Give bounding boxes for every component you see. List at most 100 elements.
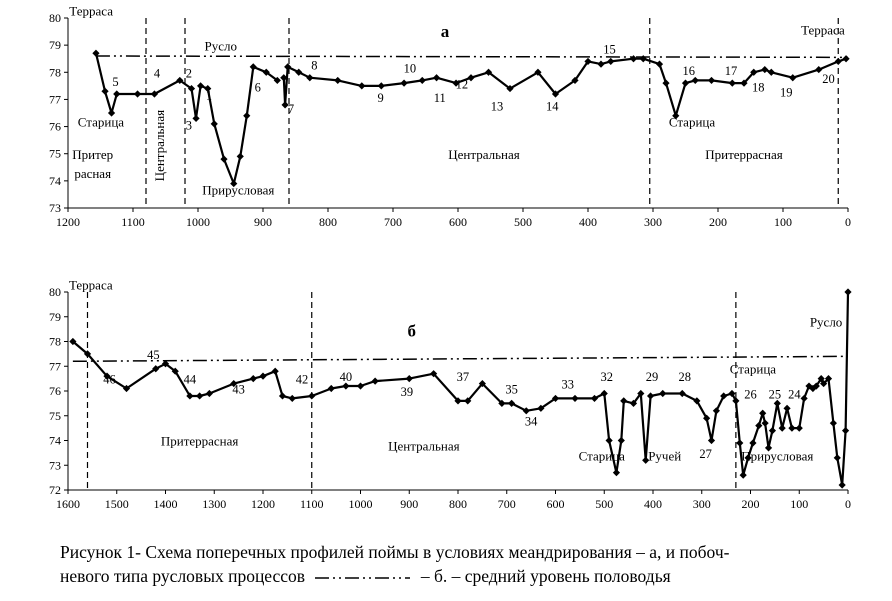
point-number-label: 9 <box>378 91 384 105</box>
profile-point <box>681 79 690 87</box>
point-number-label: 14 <box>546 99 559 113</box>
profile-point <box>761 419 769 427</box>
point-number-label: 26 <box>744 387 757 401</box>
profile-point <box>133 90 142 98</box>
profile-point <box>467 74 475 82</box>
x-tick-label: 200 <box>709 215 727 229</box>
flood-level-line <box>72 355 849 363</box>
profile-point <box>761 65 769 74</box>
y-tick-label: 78 <box>49 65 61 79</box>
y-tick-label: 79 <box>49 38 61 52</box>
profile-point <box>334 76 342 85</box>
x-tick-label: 400 <box>579 215 597 229</box>
x-tick-label: 1100 <box>300 497 324 511</box>
point-number-label: 27 <box>699 447 712 461</box>
profile-point <box>249 63 257 71</box>
profile-point <box>152 365 160 373</box>
x-tick-label: 600 <box>449 215 467 229</box>
profile-point <box>101 87 109 95</box>
point-number-label: 20 <box>822 72 835 86</box>
point-number-label: 32 <box>600 370 613 384</box>
profile-point <box>236 152 244 161</box>
profile-point <box>103 372 111 380</box>
point-number-label: 37 <box>457 370 470 384</box>
profile-point <box>405 375 413 383</box>
profile-point <box>783 404 791 412</box>
profile-point <box>243 112 251 120</box>
x-tick-label: 1600 <box>56 497 80 511</box>
point-number-label: 11 <box>434 91 446 105</box>
profile-point <box>824 375 833 383</box>
profile-point <box>617 436 625 445</box>
point-number-label: 6 <box>255 80 261 94</box>
profile-point <box>205 389 213 398</box>
profile-point <box>646 392 655 400</box>
profile-point <box>736 439 744 447</box>
profile-point <box>176 76 184 85</box>
y-tick-label: 76 <box>49 384 61 398</box>
profile-point <box>308 392 316 400</box>
point-number-label: 33 <box>561 378 574 392</box>
profile-point <box>122 384 131 393</box>
profile-point <box>584 57 592 66</box>
point-number-label: 35 <box>505 382 518 396</box>
profile-point <box>534 68 542 76</box>
profile-point <box>800 394 808 403</box>
profile-point <box>788 424 796 432</box>
point-number-label: 34 <box>525 415 538 429</box>
profile-point <box>281 101 289 109</box>
profile-point <box>506 84 514 93</box>
x-tick-label: 600 <box>547 497 565 511</box>
x-tick-label: 0 <box>845 215 851 229</box>
profile-point <box>484 68 493 76</box>
zone-annotation: Центральная <box>388 438 459 453</box>
point-number-label: 44 <box>184 373 197 387</box>
profile-point <box>809 384 817 393</box>
profile-point <box>629 399 638 407</box>
x-tick-label: 800 <box>319 215 337 229</box>
y-tick-label: 79 <box>49 310 61 324</box>
profile-point <box>834 57 842 66</box>
point-number-label: 16 <box>683 64 696 78</box>
point-number-label: 2 <box>186 67 192 81</box>
profile-point <box>773 399 781 407</box>
profile-point <box>749 439 757 447</box>
profile-point <box>377 82 385 90</box>
profile-point <box>249 375 257 383</box>
point-number-label: 46 <box>103 373 116 387</box>
profile-point <box>841 427 850 435</box>
profile-point <box>655 60 664 68</box>
profile-point <box>83 350 92 358</box>
profile-point <box>571 76 579 85</box>
profile-point <box>728 389 736 398</box>
profile-point <box>400 79 408 87</box>
profile-point <box>642 456 650 464</box>
profile-point <box>829 419 837 427</box>
y-tick-label: 75 <box>49 409 61 423</box>
point-number-label: 18 <box>752 80 765 94</box>
profile-point <box>620 397 628 405</box>
profile-point <box>833 454 841 462</box>
point-number-label: 15 <box>603 42 616 56</box>
x-tick-label: 100 <box>774 215 792 229</box>
profile-point <box>280 74 288 82</box>
profile-point <box>842 55 850 63</box>
point-number-label: 43 <box>232 382 245 396</box>
profile-point <box>728 79 736 87</box>
x-tick-label: 0 <box>845 497 851 511</box>
profile-point <box>605 436 613 445</box>
zone-annotation: Терраса <box>69 278 113 293</box>
profile-point <box>107 109 116 117</box>
x-tick-label: 500 <box>514 215 532 229</box>
zone-annotation: Терраса <box>69 3 113 18</box>
y-tick-label: 78 <box>49 335 61 349</box>
profile-point <box>659 389 667 398</box>
profile-point <box>815 65 823 74</box>
profile-point <box>838 481 846 489</box>
y-tick-label: 77 <box>49 359 61 373</box>
point-number-label: 45 <box>147 348 160 362</box>
caption-line-1: Рисунок 1- Схема поперечных профилей пой… <box>60 542 730 562</box>
profile-point <box>187 84 196 93</box>
zone-annotation: Старица <box>730 362 777 377</box>
profile-point <box>522 407 530 415</box>
